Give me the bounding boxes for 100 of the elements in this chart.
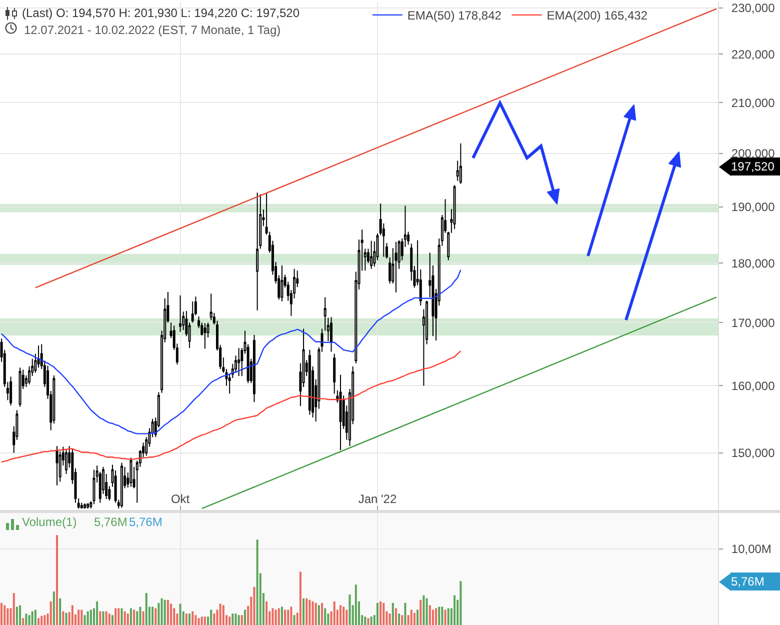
bar <box>59 598 62 625</box>
bar <box>447 608 450 625</box>
candlestick <box>179 294 182 332</box>
bar <box>256 540 258 625</box>
candlestick <box>308 349 311 416</box>
y-tick-label: 150,000 <box>731 446 776 460</box>
bar <box>354 584 357 625</box>
y-tick-label: 5,76M <box>731 574 764 588</box>
bar <box>142 611 144 625</box>
bar <box>124 611 126 625</box>
candlestick <box>80 502 83 510</box>
candlestick <box>92 469 96 505</box>
candlestick <box>459 142 462 184</box>
bar <box>460 581 462 625</box>
bar <box>404 602 406 625</box>
bar <box>278 608 280 625</box>
bar <box>99 611 102 625</box>
bar <box>340 605 342 625</box>
bar <box>244 610 246 625</box>
bar <box>348 594 351 625</box>
bar <box>454 595 456 625</box>
bar <box>413 612 416 625</box>
bar <box>321 602 324 625</box>
y-tick-label: 170,000 <box>731 316 776 330</box>
bar <box>133 610 136 625</box>
bar <box>284 610 286 625</box>
candlestick <box>65 450 68 474</box>
bar <box>90 610 92 625</box>
bar <box>62 611 64 625</box>
bar <box>392 602 394 625</box>
bar <box>272 608 274 625</box>
x-tick-label: Okt <box>170 492 190 506</box>
bar <box>213 614 216 625</box>
bar <box>333 601 336 625</box>
bar <box>6 608 9 625</box>
candlestick <box>238 348 240 377</box>
bar <box>266 601 268 625</box>
bar <box>228 616 231 625</box>
bar <box>410 610 412 625</box>
candlestick <box>204 322 206 350</box>
bar <box>426 598 428 625</box>
legend-label: EMA(200) 165,432 <box>546 8 648 23</box>
bar <box>145 593 148 625</box>
line-series <box>0 269 462 434</box>
y-tick-label: 220,000 <box>731 47 776 62</box>
bar <box>200 616 203 625</box>
bar <box>204 616 206 625</box>
bar <box>111 615 114 625</box>
bar <box>28 615 30 625</box>
bar <box>380 601 382 625</box>
annotation: 5,76M <box>94 515 128 529</box>
bar <box>188 614 191 625</box>
bar <box>253 586 256 625</box>
bar <box>86 611 89 625</box>
bar <box>274 610 277 625</box>
candlestick <box>252 334 256 403</box>
bar <box>16 606 18 625</box>
bar <box>416 610 419 625</box>
bar <box>108 614 110 625</box>
bar <box>78 610 80 625</box>
y-tick-label: 210,000 <box>731 96 776 110</box>
bar <box>234 614 237 625</box>
bar <box>302 598 305 625</box>
candlestick <box>56 446 58 486</box>
bar <box>232 614 234 625</box>
bar <box>0 602 3 625</box>
y-tick-label: 230,000 <box>731 1 776 16</box>
y-tick-label: 10,00M <box>731 542 772 556</box>
bar <box>154 608 157 625</box>
bar <box>324 608 326 625</box>
bar <box>22 618 24 625</box>
candlestick <box>10 376 12 406</box>
bar <box>422 595 425 625</box>
bar <box>44 615 46 625</box>
bar <box>50 601 52 625</box>
bar <box>394 608 397 625</box>
bar <box>120 608 123 625</box>
candlestick <box>394 241 398 293</box>
y-tick-label: 160,000 <box>731 378 776 393</box>
bar <box>388 614 391 625</box>
bar <box>160 598 163 625</box>
bar <box>438 606 440 625</box>
bar <box>19 605 22 625</box>
candlestick <box>210 293 212 321</box>
bar <box>222 605 224 625</box>
bar <box>118 608 120 625</box>
bar <box>318 605 320 625</box>
candlestick <box>330 316 333 352</box>
bar <box>401 615 404 625</box>
bar <box>382 602 385 625</box>
candlestick <box>280 264 284 302</box>
bar <box>308 600 311 625</box>
candlestick <box>256 192 259 311</box>
bar <box>194 615 197 625</box>
bar <box>170 604 172 625</box>
bar <box>12 593 15 625</box>
bar <box>65 612 68 625</box>
bar <box>290 606 292 625</box>
bar <box>158 602 160 625</box>
y-tick-label: 190,000 <box>731 200 776 214</box>
